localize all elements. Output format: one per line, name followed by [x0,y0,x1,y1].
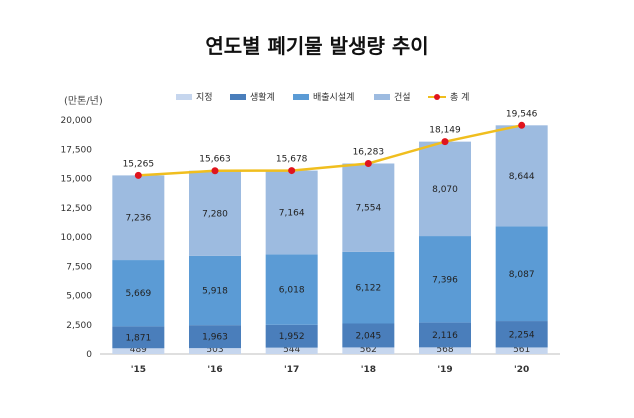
x-tick-label: '17 [284,365,299,375]
total-label: 15,678 [276,155,308,165]
bar-segment [419,347,471,354]
data-label: 7,280 [202,209,228,219]
legend-label: 총 계 [450,91,469,103]
data-label: 489 [130,345,147,355]
bar-segment [112,326,165,349]
bar-segment [419,236,471,323]
y-tick-label: 0 [86,350,92,360]
bar-segment [342,323,395,348]
total-label: 15,663 [199,155,231,165]
bar-segment [189,255,241,326]
data-label: 8,087 [509,270,535,280]
total-label: 18,149 [429,126,461,136]
bar-segment [342,347,395,354]
legend-swatch [374,94,390,100]
total-line [138,124,522,177]
data-label: 5,918 [202,287,228,297]
legend-label: 배출시설계 [313,91,354,103]
legend-swatch [230,94,246,100]
bar-segment [342,163,395,252]
bar-segment [112,175,165,261]
legend-swatch [293,94,309,100]
bar-segment [265,254,318,325]
y-unit-label: (만톤/년) [64,96,103,107]
bar-segment [112,348,165,354]
total-label: 16,283 [353,147,385,157]
data-label: 2,254 [509,330,535,340]
data-label: 7,396 [432,275,458,285]
total-point [288,167,296,175]
bar-segment [342,251,395,324]
legend-marker [434,94,440,100]
legend-label: 건설 [394,92,411,103]
y-tick-label: 17,500 [61,145,93,155]
bar-segment [265,324,318,348]
y-tick-label: 20,000 [61,116,93,126]
data-label: 8,644 [509,172,535,182]
data-label: 2,045 [355,331,381,341]
y-tick-label: 7,500 [66,262,92,272]
x-tick-label: '18 [361,365,376,375]
total-point [518,121,526,129]
y-tick-label: 5,000 [66,292,92,302]
data-label: 544 [283,345,300,355]
bar-segment [189,170,241,256]
legend-label: 지정 [196,92,213,103]
data-label: 1,871 [125,333,151,343]
x-tick-label: '16 [207,365,222,375]
bar-segment [189,348,241,354]
data-label: 1,963 [202,333,228,343]
y-tick-label: 15,000 [61,175,93,185]
bar-segment [419,322,471,348]
total-point [364,159,372,167]
data-label: 7,164 [279,208,305,218]
bar-segment [495,321,548,348]
data-label: 5,669 [125,289,151,299]
data-label: 7,236 [125,214,151,224]
data-label: 2,116 [432,331,458,341]
bar-segment [189,325,241,349]
y-tick-label: 12,500 [61,204,93,214]
data-label: 568 [436,345,453,355]
legend-swatch [176,94,192,100]
data-label: 6,122 [355,284,381,294]
data-label: 7,554 [355,204,381,214]
total-label: 19,546 [506,109,538,119]
data-label: 1,952 [279,332,305,342]
total-point [441,138,449,146]
x-tick-label: '19 [437,365,452,375]
x-tick-label: '15 [131,365,146,375]
bar-segment [112,260,165,327]
data-label: 8,070 [432,185,458,195]
total-point [134,171,142,179]
bar-segment [265,347,318,354]
y-tick-label: 10,000 [61,233,93,243]
data-label: 6,018 [279,286,305,296]
data-label: 503 [206,345,223,355]
bar-segment [265,170,318,255]
bar-segment [495,125,548,227]
bar-segment [495,226,548,322]
total-label: 15,265 [123,159,155,169]
data-label: 562 [360,345,377,355]
bar-segment [419,141,471,237]
x-tick-label: '20 [514,365,529,375]
total-point [211,167,219,175]
legend-label: 생활계 [250,91,275,103]
data-label: 561 [513,345,530,355]
chart-title: 연도별 폐기물 발생량 추이 [205,34,429,58]
bar-segment [495,347,548,354]
y-tick-label: 2,500 [66,321,92,331]
